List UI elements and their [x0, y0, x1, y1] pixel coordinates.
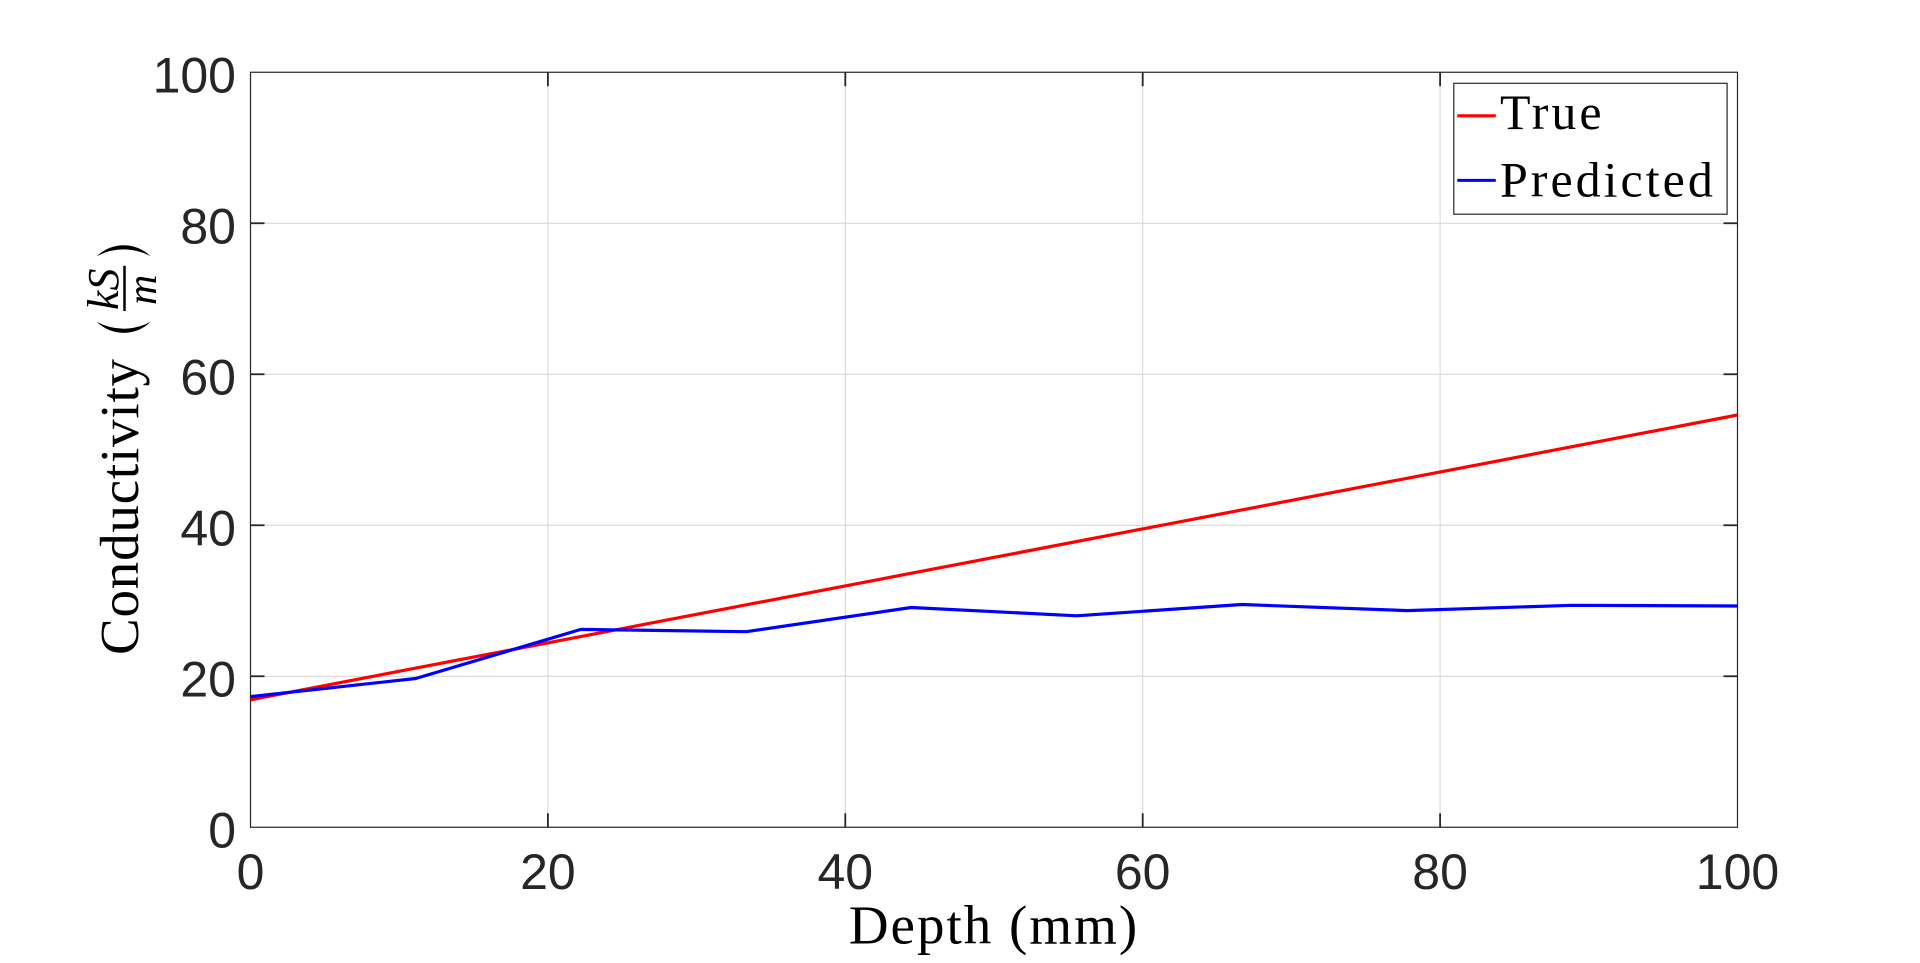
svg-text:100: 100: [153, 47, 236, 103]
svg-text:0: 0: [237, 844, 265, 900]
svg-text:Conductivity: Conductivity: [89, 358, 150, 655]
svg-text:20: 20: [520, 844, 576, 900]
svg-text:Predicted: Predicted: [1500, 152, 1716, 208]
svg-text:0: 0: [208, 802, 236, 858]
svg-text:80: 80: [1412, 844, 1468, 900]
svg-text:20: 20: [180, 651, 236, 707]
svg-text:60: 60: [1115, 844, 1171, 900]
svg-text:60: 60: [180, 349, 236, 405]
svg-text:80: 80: [180, 198, 236, 254]
svg-text:m: m: [120, 275, 166, 305]
svg-text:kS: kS: [79, 268, 128, 310]
svg-text:Depth (mm): Depth (mm): [849, 894, 1139, 955]
svg-text:True: True: [1500, 84, 1605, 140]
svg-text:40: 40: [817, 844, 873, 900]
svg-text:100: 100: [1696, 844, 1779, 900]
svg-text:40: 40: [180, 500, 236, 556]
